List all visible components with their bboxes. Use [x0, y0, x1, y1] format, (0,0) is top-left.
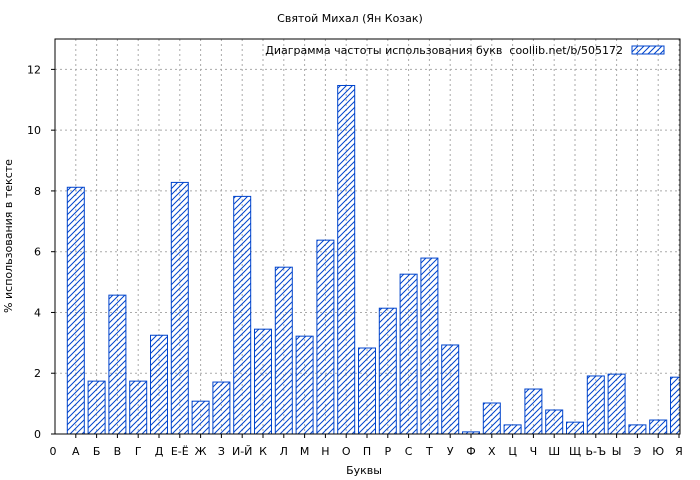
bar-Ш: [545, 409, 564, 435]
x-tick-label: Ж: [195, 445, 207, 458]
bar-М: [295, 335, 314, 435]
x-axis-label: Буквы: [346, 464, 382, 477]
x-tick-label: Ф: [466, 445, 475, 458]
x-tick-label: Э: [634, 445, 642, 458]
bar-Ж: [191, 400, 210, 435]
x-tick-label: Б: [93, 445, 101, 458]
x-tick-label: Ю: [652, 445, 664, 458]
bar-Ю: [649, 419, 668, 435]
bar-С: [399, 273, 418, 435]
y-tick-label: 12: [27, 63, 41, 76]
x-tick-label: М: [300, 445, 310, 458]
y-tick-label: 4: [34, 306, 41, 319]
bar-Т: [420, 257, 439, 435]
bar-К: [254, 328, 272, 435]
bar-Л: [274, 266, 293, 435]
x-tick-label: П: [363, 445, 371, 458]
x-tick-label: Е-Ё: [171, 445, 189, 458]
bar-В: [108, 294, 127, 435]
x-tick-label: Д: [155, 445, 164, 458]
x-tick-label: Н: [321, 445, 329, 458]
x-tick-label: Р: [384, 445, 391, 458]
bar-Э: [628, 424, 647, 435]
x-tick-label: А: [72, 445, 80, 458]
bar-А: [66, 186, 85, 435]
x-tick-label: 0: [50, 445, 57, 458]
x-tick-label: С: [405, 445, 413, 458]
bar-Х: [482, 402, 501, 435]
x-tick-label: У: [447, 445, 454, 458]
bar-У: [441, 344, 460, 435]
x-tick-label: Ш: [548, 445, 560, 458]
x-tick-label: И-Й: [232, 445, 252, 458]
x-tick-label: Л: [280, 445, 288, 458]
bar-Ь-Ъ: [586, 375, 605, 435]
legend-label: Диаграмма частоты использования букв coo…: [265, 44, 623, 57]
bar-Щ: [566, 421, 584, 435]
bar-Б: [87, 380, 106, 435]
x-tick-label: Я: [675, 445, 683, 458]
bar-Я: [670, 376, 681, 435]
y-tick-label: 6: [34, 246, 41, 259]
x-tick-label: Щ: [569, 445, 581, 458]
x-tick-label: Ь-Ъ: [585, 445, 606, 458]
chart-title: Святой Михал (Ян Козак): [277, 12, 423, 25]
x-tick-label: Х: [488, 445, 496, 458]
y-tick-label: 2: [34, 367, 41, 380]
bar-Ч: [524, 388, 543, 435]
x-tick-label: О: [342, 445, 351, 458]
bar-Г: [129, 380, 148, 435]
x-tick-label: Ч: [530, 445, 538, 458]
bar-Ц: [503, 424, 522, 435]
bar-Д: [150, 334, 168, 435]
bar-И-Й: [233, 195, 252, 435]
y-axis-label: % использования в тексте: [2, 159, 15, 313]
x-tick-label: В: [114, 445, 122, 458]
bar-Е-Ё: [170, 181, 189, 435]
bar-З: [212, 381, 231, 435]
bar-Ы: [607, 373, 626, 435]
y-tick-label: 10: [27, 124, 41, 137]
y-tick-label: 8: [34, 185, 41, 198]
x-tick-label: Г: [135, 445, 142, 458]
x-tick-label: Т: [425, 445, 433, 458]
legend: Диаграмма частоты использования букв coo…: [265, 44, 665, 57]
bar-Н: [316, 239, 335, 435]
y-tick-label: 0: [34, 428, 41, 441]
x-tick-label: Ы: [612, 445, 622, 458]
bar-О: [337, 84, 356, 435]
bar-Р: [378, 307, 397, 435]
x-tick-label: Ц: [508, 445, 517, 458]
bar-П: [358, 347, 376, 435]
x-tick-label: З: [218, 445, 225, 458]
x-tick-label: К: [259, 445, 267, 458]
legend-swatch: [631, 45, 665, 55]
